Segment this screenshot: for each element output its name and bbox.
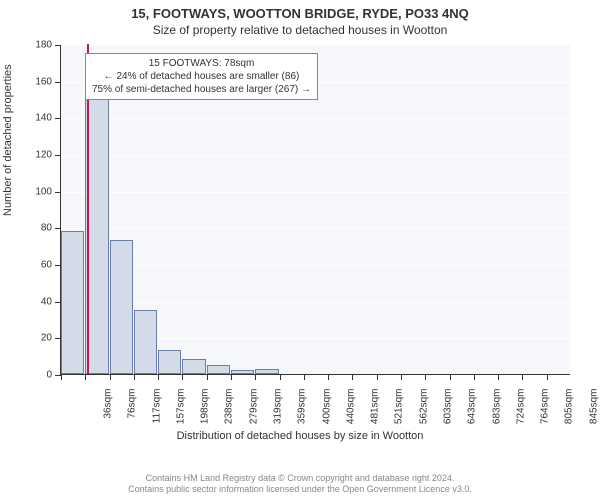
- y-tick: [55, 45, 61, 46]
- x-tick: [450, 374, 451, 380]
- x-tick: [110, 374, 111, 380]
- x-tick: [231, 374, 232, 380]
- annotation-line-2: ← 24% of detached houses are smaller (86…: [92, 70, 311, 83]
- x-tick: [425, 374, 426, 380]
- x-tick: [158, 374, 159, 380]
- y-tick-label: 60: [2, 260, 52, 271]
- chart-container: 15, FOOTWAYS, WOOTTON BRIDGE, RYDE, PO33…: [0, 0, 600, 500]
- y-tick-label: 140: [2, 113, 52, 124]
- y-tick: [55, 192, 61, 193]
- x-tick: [207, 374, 208, 380]
- y-tick-label: 80: [2, 223, 52, 234]
- x-tick: [401, 374, 402, 380]
- x-tick-label: 724sqm: [515, 389, 526, 439]
- x-tick-label: 157sqm: [175, 389, 186, 439]
- x-tick: [328, 374, 329, 380]
- y-tick-label: 40: [2, 296, 52, 307]
- x-tick-label: 76sqm: [127, 389, 138, 439]
- y-tick-label: 120: [2, 150, 52, 161]
- histogram-bar: [255, 369, 278, 375]
- annotation-line-1: 15 FOOTWAYS: 78sqm: [92, 57, 311, 70]
- x-tick: [498, 374, 499, 380]
- histogram-bar: [134, 310, 157, 374]
- histogram-bar: [61, 231, 84, 374]
- histogram-bar: [207, 365, 230, 374]
- x-tick: [134, 374, 135, 380]
- histogram-bar: [110, 240, 133, 374]
- x-tick-label: 764sqm: [540, 389, 551, 439]
- y-tick: [55, 118, 61, 119]
- gridline: [61, 265, 570, 266]
- gridline: [61, 118, 570, 119]
- gridline: [61, 228, 570, 229]
- gridline: [61, 302, 570, 303]
- x-tick: [280, 374, 281, 380]
- x-tick: [522, 374, 523, 380]
- x-tick-label: 198sqm: [200, 389, 211, 439]
- x-tick: [85, 374, 86, 380]
- annotation-box: 15 FOOTWAYS: 78sqm ← 24% of detached hou…: [85, 53, 318, 100]
- gridline: [61, 192, 570, 193]
- x-tick: [182, 374, 183, 380]
- x-tick-label: 36sqm: [103, 389, 114, 439]
- histogram-bar: [182, 359, 205, 374]
- x-tick: [304, 374, 305, 380]
- chart-subtitle: Size of property relative to detached ho…: [0, 21, 600, 37]
- x-tick-label: 643sqm: [467, 389, 478, 439]
- y-tick: [55, 228, 61, 229]
- y-tick-label: 0: [2, 370, 52, 381]
- x-tick-label: 238sqm: [224, 389, 235, 439]
- gridline: [61, 155, 570, 156]
- x-tick-label: 603sqm: [443, 389, 454, 439]
- histogram-bar: [158, 350, 181, 374]
- x-tick: [547, 374, 548, 380]
- x-tick-label: 440sqm: [345, 389, 356, 439]
- y-tick-label: 100: [2, 186, 52, 197]
- x-tick-label: 845sqm: [588, 389, 599, 439]
- x-tick: [352, 374, 353, 380]
- credits-line-1: Contains HM Land Registry data © Crown c…: [0, 473, 600, 485]
- plot-area: 15 FOOTWAYS: 78sqm ← 24% of detached hou…: [60, 45, 570, 375]
- y-tick-label: 160: [2, 76, 52, 87]
- annotation-line-3: 75% of semi-detached houses are larger (…: [92, 83, 311, 96]
- credits-line-2: Contains public sector information licen…: [0, 484, 600, 496]
- x-tick-label: 521sqm: [394, 389, 405, 439]
- x-tick-label: 279sqm: [248, 389, 259, 439]
- x-tick-label: 481sqm: [370, 389, 381, 439]
- x-tick-label: 683sqm: [491, 389, 502, 439]
- x-tick: [255, 374, 256, 380]
- x-tick: [61, 374, 62, 380]
- x-tick: [377, 374, 378, 380]
- x-tick-label: 400sqm: [321, 389, 332, 439]
- x-tick-label: 319sqm: [273, 389, 284, 439]
- histogram-bar: [231, 370, 254, 374]
- credits: Contains HM Land Registry data © Crown c…: [0, 473, 600, 496]
- y-tick: [55, 82, 61, 83]
- x-tick-label: 562sqm: [418, 389, 429, 439]
- chart-title: 15, FOOTWAYS, WOOTTON BRIDGE, RYDE, PO33…: [0, 0, 600, 21]
- x-tick-label: 359sqm: [297, 389, 308, 439]
- x-tick: [474, 374, 475, 380]
- y-tick-label: 20: [2, 333, 52, 344]
- y-tick: [55, 155, 61, 156]
- y-tick-label: 180: [2, 40, 52, 51]
- x-tick-label: 805sqm: [564, 389, 575, 439]
- x-tick-label: 117sqm: [151, 389, 162, 439]
- histogram-bar: [85, 81, 108, 374]
